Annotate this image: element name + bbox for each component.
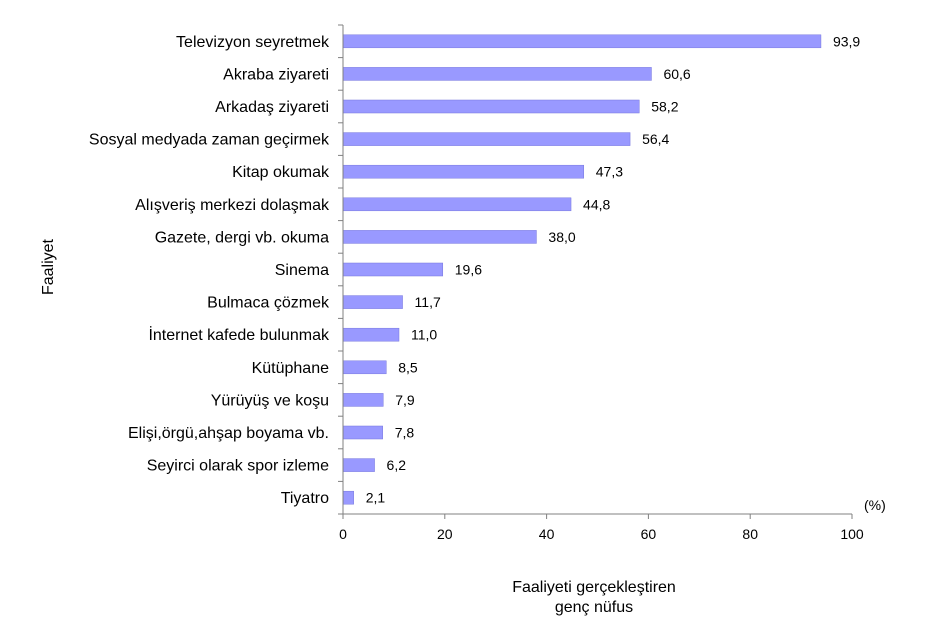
value-label: 11,7 bbox=[415, 294, 441, 310]
category-label: Elişi,örgü,ahşap boyama vb. bbox=[128, 425, 329, 442]
category-label: Sinema bbox=[275, 262, 329, 279]
bar bbox=[342, 458, 375, 472]
x-tick-label: 40 bbox=[539, 526, 555, 542]
category-label: Akraba ziyareti bbox=[223, 66, 329, 83]
value-label: 8,5 bbox=[398, 359, 418, 375]
category-label: Kitap okumak bbox=[232, 164, 330, 181]
bar bbox=[342, 230, 537, 244]
y-axis-title: Faaliyet bbox=[40, 238, 58, 296]
category-label: Gazete, dergi vb. okuma bbox=[155, 229, 329, 246]
x-tick-label: 80 bbox=[742, 526, 758, 542]
bar bbox=[342, 327, 400, 342]
value-label: 58,2 bbox=[651, 99, 678, 115]
axes bbox=[338, 24, 853, 519]
bars-group bbox=[342, 34, 822, 505]
category-label: Kütüphane bbox=[252, 360, 330, 377]
bar bbox=[342, 262, 444, 277]
unit-label: (%) bbox=[864, 497, 886, 513]
x-tick-label: 100 bbox=[840, 526, 864, 542]
x-tick-label: 0 bbox=[339, 526, 347, 542]
category-label: Arkadaş ziyareti bbox=[215, 99, 329, 116]
value-label: 6,2 bbox=[387, 457, 407, 473]
category-label: Alışveriş merkezi dolaşmak bbox=[135, 197, 330, 214]
value-label: 38,0 bbox=[548, 229, 575, 245]
category-label: Sosyal medyada zaman geçirmek bbox=[89, 132, 330, 149]
category-label: Seyirci olarak spor izleme bbox=[147, 458, 329, 475]
value-label: 19,6 bbox=[455, 262, 482, 278]
bar bbox=[342, 295, 403, 309]
bar bbox=[342, 425, 383, 440]
value-labels: 93,9 60,6 58,2 56,4 47,3 44,8 38,0 19,6 11,7 11,0… bbox=[366, 33, 861, 505]
bar bbox=[342, 197, 572, 212]
value-label: 56,4 bbox=[642, 131, 669, 147]
bar bbox=[342, 99, 640, 114]
value-label: 93,9 bbox=[833, 33, 860, 49]
bar bbox=[342, 67, 652, 81]
bar bbox=[342, 393, 384, 407]
bar bbox=[342, 132, 631, 146]
x-tick-labels: 0 20 40 60 80 100 bbox=[339, 526, 864, 542]
value-label: 44,8 bbox=[583, 196, 610, 212]
x-axis-title-line-2: genç nüfus bbox=[554, 599, 634, 616]
x-axis-title-line-1: Faaliyeti gerçekleştiren bbox=[512, 579, 676, 596]
value-label: 60,6 bbox=[663, 66, 690, 82]
value-label: 11,0 bbox=[411, 327, 437, 343]
x-tick-label: 60 bbox=[641, 526, 657, 542]
category-label: Bulmaca çözmek bbox=[207, 295, 330, 312]
category-label: Yürüyüş ve koşu bbox=[211, 392, 329, 409]
value-label: 7,8 bbox=[395, 425, 415, 441]
bar bbox=[342, 34, 822, 49]
bar bbox=[342, 360, 387, 375]
bar bbox=[342, 164, 585, 179]
value-label: 7,9 bbox=[395, 392, 415, 408]
x-axis-title: Faaliyeti gerçekleştiren genç nüfus bbox=[494, 578, 694, 618]
value-label: 2,1 bbox=[366, 490, 386, 506]
x-tick-label: 20 bbox=[437, 526, 453, 542]
category-label: Tiyatro bbox=[281, 490, 329, 507]
category-label: İnternet kafede bulunmak bbox=[148, 325, 330, 344]
value-label: 47,3 bbox=[596, 164, 623, 180]
category-label: Televizyon seyretmek bbox=[176, 34, 330, 51]
bar bbox=[342, 490, 354, 505]
category-labels: Televizyon seyretmek Akraba ziyareti Arkad… bbox=[89, 34, 330, 507]
